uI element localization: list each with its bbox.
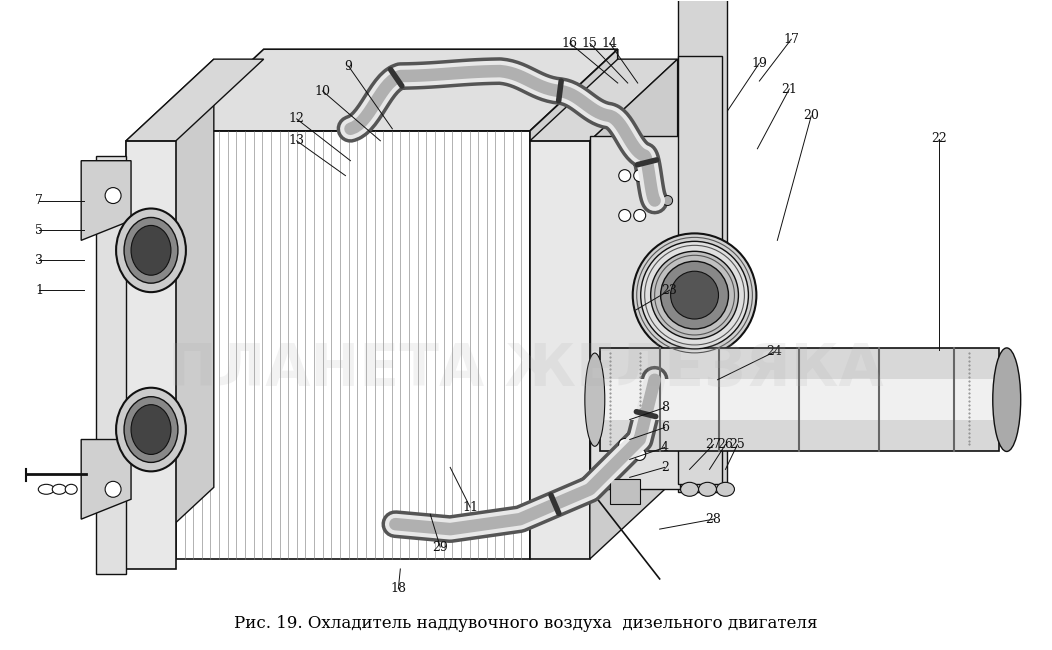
Text: 21: 21 bbox=[782, 83, 797, 96]
Polygon shape bbox=[530, 59, 677, 141]
Polygon shape bbox=[677, 56, 723, 484]
Polygon shape bbox=[610, 479, 640, 504]
Text: 11: 11 bbox=[462, 500, 479, 514]
Text: 27: 27 bbox=[706, 438, 722, 451]
Polygon shape bbox=[126, 59, 214, 569]
Ellipse shape bbox=[585, 353, 605, 447]
Text: 10: 10 bbox=[315, 84, 330, 98]
Text: 18: 18 bbox=[390, 582, 406, 595]
Ellipse shape bbox=[124, 218, 178, 283]
Text: 3: 3 bbox=[36, 254, 43, 266]
Text: 23: 23 bbox=[662, 283, 677, 296]
Ellipse shape bbox=[619, 170, 631, 181]
Polygon shape bbox=[590, 59, 677, 559]
Text: 14: 14 bbox=[602, 36, 618, 49]
Ellipse shape bbox=[65, 484, 77, 494]
Ellipse shape bbox=[105, 482, 121, 497]
Polygon shape bbox=[530, 49, 618, 559]
Text: 7: 7 bbox=[36, 194, 43, 207]
Ellipse shape bbox=[619, 209, 631, 222]
Ellipse shape bbox=[652, 196, 663, 205]
Ellipse shape bbox=[124, 396, 178, 462]
Text: 19: 19 bbox=[751, 57, 767, 70]
Ellipse shape bbox=[116, 388, 186, 471]
Text: 8: 8 bbox=[661, 401, 669, 414]
Polygon shape bbox=[600, 379, 998, 421]
Polygon shape bbox=[81, 439, 132, 519]
Ellipse shape bbox=[619, 448, 631, 460]
Ellipse shape bbox=[633, 439, 646, 450]
Ellipse shape bbox=[661, 261, 728, 329]
Text: 26: 26 bbox=[717, 438, 733, 451]
Ellipse shape bbox=[132, 405, 170, 454]
Text: 17: 17 bbox=[784, 32, 800, 46]
Text: 4: 4 bbox=[661, 441, 669, 454]
Ellipse shape bbox=[663, 196, 672, 205]
Ellipse shape bbox=[132, 226, 170, 275]
Ellipse shape bbox=[641, 241, 748, 349]
Ellipse shape bbox=[105, 188, 121, 203]
Ellipse shape bbox=[619, 439, 631, 450]
Text: 6: 6 bbox=[661, 421, 669, 434]
Text: 12: 12 bbox=[288, 112, 304, 125]
Polygon shape bbox=[677, 0, 728, 492]
Ellipse shape bbox=[651, 252, 739, 339]
Ellipse shape bbox=[633, 209, 646, 222]
Ellipse shape bbox=[716, 482, 734, 496]
Text: 29: 29 bbox=[432, 541, 448, 554]
Text: 1: 1 bbox=[36, 283, 43, 296]
Text: 2: 2 bbox=[661, 461, 669, 474]
Text: 24: 24 bbox=[767, 345, 783, 358]
Text: 5: 5 bbox=[36, 224, 43, 237]
Ellipse shape bbox=[53, 484, 66, 494]
Polygon shape bbox=[96, 156, 126, 574]
Ellipse shape bbox=[993, 348, 1020, 452]
Text: 15: 15 bbox=[582, 36, 598, 49]
Polygon shape bbox=[530, 141, 590, 559]
Polygon shape bbox=[81, 161, 132, 240]
Text: 9: 9 bbox=[345, 60, 352, 73]
Polygon shape bbox=[126, 141, 176, 569]
Text: 25: 25 bbox=[730, 438, 745, 451]
Ellipse shape bbox=[116, 209, 186, 292]
Ellipse shape bbox=[632, 233, 756, 357]
Polygon shape bbox=[600, 348, 998, 452]
Polygon shape bbox=[176, 131, 530, 559]
Polygon shape bbox=[176, 49, 618, 131]
Ellipse shape bbox=[38, 484, 55, 494]
Text: Рис. 19. Охладитель наддувочного воздуха  дизельного двигателя: Рис. 19. Охладитель наддувочного воздуха… bbox=[235, 615, 817, 632]
Ellipse shape bbox=[681, 482, 699, 496]
Text: ПЛАНЕТА ЖЕЛЕЗЯКА: ПЛАНЕТА ЖЕЛЕЗЯКА bbox=[168, 341, 884, 398]
Text: 16: 16 bbox=[562, 36, 578, 49]
Polygon shape bbox=[126, 59, 264, 141]
Ellipse shape bbox=[633, 448, 646, 460]
Ellipse shape bbox=[699, 482, 716, 496]
Ellipse shape bbox=[670, 271, 719, 319]
Text: 13: 13 bbox=[288, 135, 305, 148]
Text: 22: 22 bbox=[931, 133, 947, 146]
Text: 20: 20 bbox=[804, 109, 820, 122]
Ellipse shape bbox=[633, 170, 646, 181]
Text: 28: 28 bbox=[706, 513, 722, 526]
Polygon shape bbox=[590, 136, 680, 489]
